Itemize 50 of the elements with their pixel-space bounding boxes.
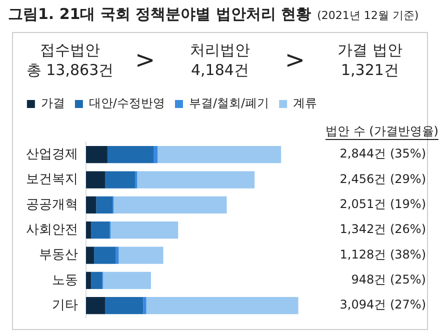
- text: 3,094건 (27%): [340, 298, 426, 312]
- text: 1,128건 (38%): [340, 247, 426, 262]
- bar: [86, 222, 92, 239]
- legend-label: 가결: [40, 96, 65, 110]
- bar: [94, 246, 116, 264]
- bar: [105, 297, 144, 314]
- bar: [86, 272, 92, 289]
- text: 2,844건 (35%): [340, 146, 426, 161]
- bar: [116, 246, 119, 264]
- bar: [86, 246, 94, 264]
- bar: [154, 146, 158, 164]
- bar: [118, 246, 164, 264]
- bar: [91, 222, 110, 239]
- bar: [96, 196, 113, 214]
- y-tick-label: 노동: [52, 272, 78, 288]
- bar: [107, 146, 154, 164]
- bar: [86, 146, 108, 164]
- text: 법안 수 (가결반영율): [326, 124, 438, 138]
- legend-label: 부결/철회/폐기: [188, 96, 270, 110]
- legend-label: 계류: [293, 96, 318, 110]
- text: >: [284, 46, 306, 74]
- text: 처리법안 4,184건: [188, 40, 251, 80]
- text: (2021년 12월 기준): [317, 9, 419, 22]
- y-tick-label: 기타: [52, 298, 78, 313]
- bar: [91, 272, 102, 289]
- bar: [110, 222, 178, 239]
- text: >: [134, 46, 156, 74]
- bar: [146, 297, 298, 314]
- bar: [86, 196, 96, 214]
- text: 가결 법안 1,321건: [336, 40, 404, 80]
- bar: [105, 171, 136, 188]
- y-tick-label: 공공개혁: [26, 197, 78, 212]
- bar: [86, 171, 106, 188]
- y-tick-label: 산업경제: [26, 146, 78, 162]
- text: 2,456건 (29%): [340, 172, 426, 186]
- text: 접수법안 총 13,863건: [25, 40, 115, 80]
- bar: [86, 297, 106, 314]
- text: 948건 (25%): [351, 272, 426, 287]
- bar: [137, 171, 255, 188]
- y-tick-label: 보건복지: [26, 172, 78, 188]
- text: 2,051건 (19%): [340, 197, 426, 212]
- bar: [158, 146, 282, 164]
- bar: [114, 196, 227, 214]
- chart-title: 그림1. 21대 국회 정책분야별 법안처리 현황: [8, 5, 312, 23]
- text: 1,342건 (26%): [340, 222, 426, 236]
- y-tick-label: 부동산: [39, 248, 78, 263]
- bar: [102, 272, 151, 289]
- bar: [143, 297, 146, 314]
- y-tick-label: 사회안전: [26, 222, 78, 238]
- legend-label: 대안/수정반영: [88, 96, 165, 110]
